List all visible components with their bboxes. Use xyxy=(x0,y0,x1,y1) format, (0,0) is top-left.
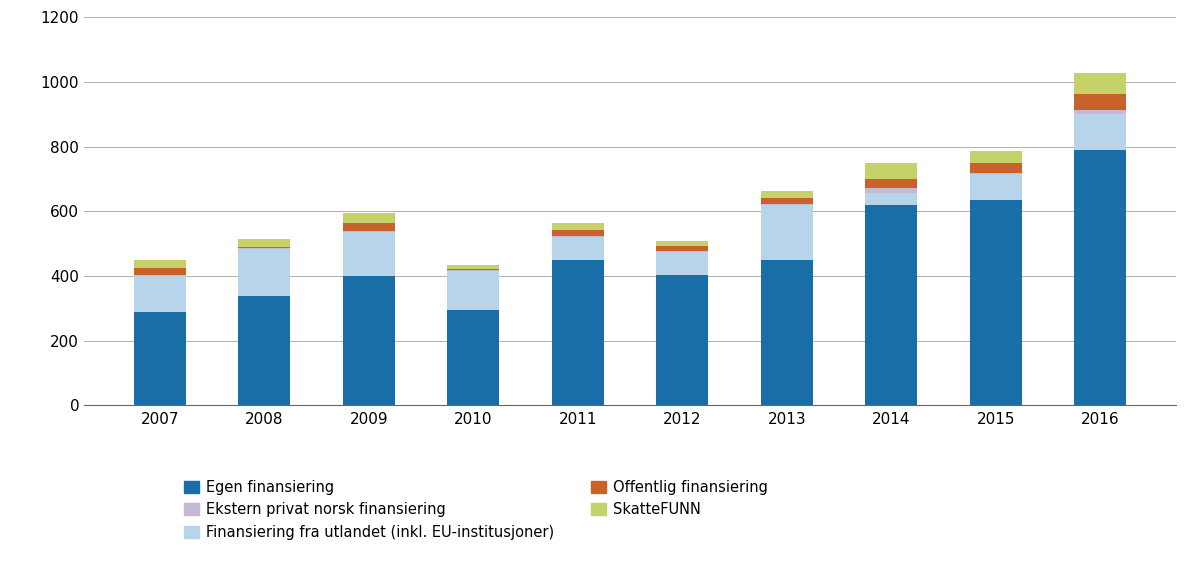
Bar xyxy=(865,188,917,193)
Bar xyxy=(970,151,1022,163)
Bar xyxy=(761,205,812,260)
Bar xyxy=(343,232,395,276)
Bar xyxy=(343,223,395,230)
Legend: Egen finansiering, Ekstern privat norsk finansiering, Finansiering fra utlandet : Egen finansiering, Ekstern privat norsk … xyxy=(179,474,774,545)
Bar xyxy=(133,275,186,276)
Bar xyxy=(133,260,186,268)
Bar xyxy=(343,213,395,223)
Bar xyxy=(865,179,917,188)
Bar xyxy=(865,163,917,179)
Bar xyxy=(761,260,812,405)
Bar xyxy=(448,269,499,270)
Bar xyxy=(970,173,1022,174)
Bar xyxy=(133,268,186,275)
Bar xyxy=(1074,94,1127,109)
Bar xyxy=(970,200,1022,405)
Bar xyxy=(238,296,290,405)
Bar xyxy=(448,310,499,405)
Bar xyxy=(552,236,604,237)
Bar xyxy=(133,312,186,405)
Bar xyxy=(1074,109,1127,115)
Bar xyxy=(656,252,708,275)
Bar xyxy=(865,193,917,205)
Bar xyxy=(970,163,1022,173)
Bar xyxy=(656,275,708,405)
Bar xyxy=(448,265,499,269)
Bar xyxy=(238,248,290,249)
Bar xyxy=(1074,115,1127,150)
Bar xyxy=(761,191,812,198)
Bar xyxy=(238,249,290,296)
Bar xyxy=(1074,150,1127,405)
Bar xyxy=(656,251,708,252)
Bar xyxy=(656,241,708,246)
Bar xyxy=(761,204,812,205)
Bar xyxy=(448,270,499,271)
Bar xyxy=(238,240,290,247)
Bar xyxy=(343,276,395,405)
Bar xyxy=(865,205,917,405)
Bar xyxy=(552,237,604,260)
Bar xyxy=(448,271,499,310)
Bar xyxy=(552,230,604,236)
Bar xyxy=(133,276,186,312)
Bar xyxy=(238,247,290,248)
Bar xyxy=(343,230,395,232)
Bar xyxy=(970,174,1022,200)
Bar xyxy=(552,260,604,405)
Bar xyxy=(1074,73,1127,94)
Bar xyxy=(656,246,708,251)
Bar xyxy=(761,198,812,204)
Bar xyxy=(552,223,604,230)
